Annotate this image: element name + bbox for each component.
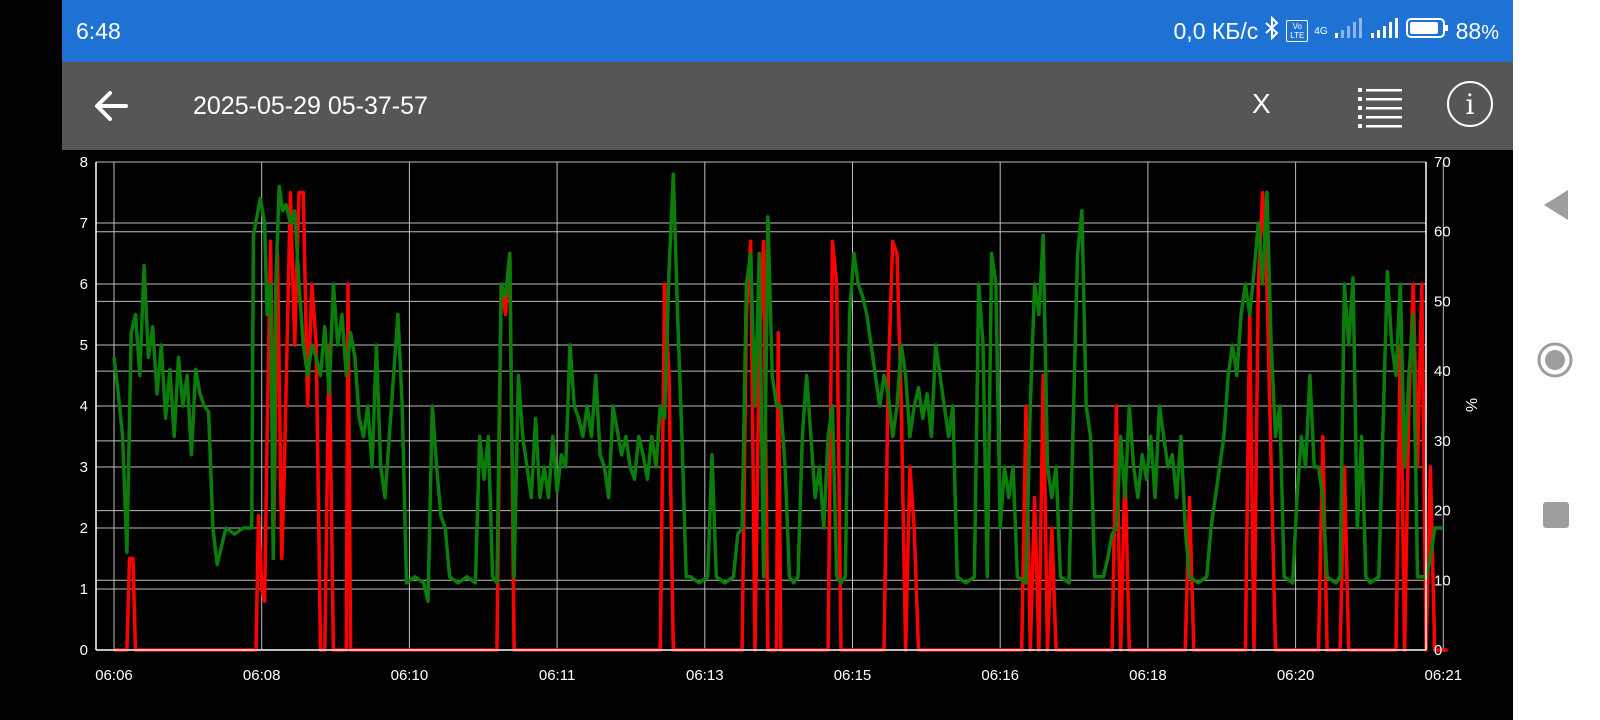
bluetooth-icon — [1264, 15, 1280, 46]
y-tick-right-40: 40 — [1434, 363, 1451, 380]
y-tick-left-8: 8 — [80, 154, 88, 171]
x-tick-7: 06:18 — [1129, 667, 1167, 684]
x-tick-2: 06:10 — [391, 667, 429, 684]
status-icons: 0,0 КБ/с Vo LTE 4G — [1173, 15, 1499, 46]
y-tick-left-3: 3 — [80, 459, 88, 476]
y-tick-left-7: 7 — [80, 215, 88, 232]
status-bar: 6:48 0,0 КБ/с Vo LTE 4G — [62, 0, 1513, 62]
battery-icon — [1405, 17, 1450, 45]
screen: 6:48 0,0 КБ/с Vo LTE 4G — [62, 0, 1513, 720]
signal-icon-sim1 — [1334, 17, 1364, 45]
x-tick-5: 06:15 — [834, 667, 872, 684]
chart-series — [112, 172, 1448, 652]
info-icon: i — [1465, 87, 1475, 121]
series-line-1 — [112, 172, 1444, 603]
y-tick-left-2: 2 — [80, 520, 88, 537]
status-time: 6:48 — [76, 17, 121, 44]
nav-home-button[interactable] — [1537, 342, 1573, 378]
x-tick-8: 06:20 — [1277, 667, 1315, 684]
triangle-back-icon — [1544, 190, 1568, 220]
y-axis-right-label: % — [1462, 398, 1479, 412]
x-tick-4: 06:13 — [686, 667, 724, 684]
y-tick-right-20: 20 — [1434, 503, 1451, 520]
navigation-bar — [1513, 0, 1600, 720]
nav-recents-button[interactable] — [1543, 502, 1569, 528]
network-type: 4G — [1314, 25, 1328, 37]
signal-icon-sim2 — [1370, 17, 1400, 45]
list-button[interactable] — [1356, 84, 1404, 128]
y-tick-right-50: 50 — [1434, 293, 1451, 310]
arrow-left-icon — [95, 91, 128, 121]
y-tick-right-0: 0 — [1434, 642, 1442, 659]
volte-icon: Vo LTE — [1286, 20, 1309, 42]
toolbar: 2025-05-29 05-37-57 X i — [62, 62, 1513, 150]
x-tick-0: 06:06 — [95, 667, 133, 684]
y-tick-right-70: 70 — [1434, 154, 1451, 171]
page-title: 2025-05-29 05-37-57 — [193, 92, 428, 120]
back-button[interactable] — [90, 84, 134, 128]
info-button[interactable]: i — [1447, 81, 1493, 127]
y-tick-left-0: 0 — [80, 642, 88, 659]
nav-back-button[interactable] — [1542, 188, 1570, 227]
circle-home-icon — [1537, 342, 1573, 378]
x-tick-1: 06:08 — [243, 667, 281, 684]
battery-level: 88% — [1455, 17, 1499, 44]
y-tick-right-60: 60 — [1434, 224, 1451, 241]
chart-axes: 0 1 2 3 4 5 6 7 8 0 10 20 30 40 50 60 70% 06:06 06:08 06:10… — [80, 154, 1479, 684]
chart: 0 1 2 3 4 5 6 7 8 0 10 20 30 40 50 60 70% 06:06 06:08 06:10… — [80, 154, 1479, 684]
x-tick-9: 06:21 — [1425, 667, 1463, 684]
y-tick-right-30: 30 — [1434, 433, 1451, 450]
y-tick-left-5: 5 — [80, 337, 88, 354]
close-button[interactable]: X — [1252, 88, 1271, 119]
x-tick-6: 06:16 — [981, 667, 1019, 684]
y-tick-left-1: 1 — [80, 581, 88, 598]
y-tick-right-10: 10 — [1434, 572, 1451, 589]
net-speed: 0,0 КБ/с — [1173, 17, 1259, 44]
x-tick-3: 06:11 — [539, 667, 575, 684]
y-tick-left-4: 4 — [80, 398, 88, 415]
list-icon — [1358, 88, 1402, 128]
y-tick-left-6: 6 — [80, 276, 88, 293]
